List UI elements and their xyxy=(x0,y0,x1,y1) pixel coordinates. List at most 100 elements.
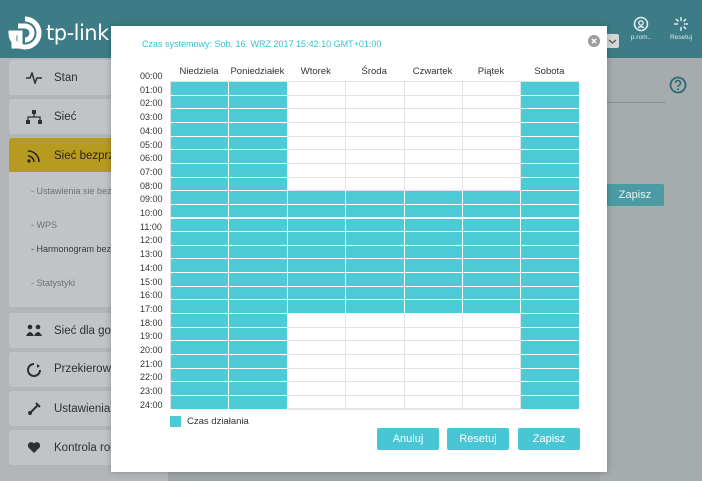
schedule-slot[interactable] xyxy=(404,327,463,342)
schedule-slot[interactable] xyxy=(463,163,522,178)
schedule-slot-active[interactable] xyxy=(229,191,288,205)
schedule-slot-active[interactable] xyxy=(521,122,580,137)
day-header[interactable]: Niedziela xyxy=(179,66,219,77)
schedule-slot-active[interactable] xyxy=(171,286,230,301)
schedule-slot[interactable] xyxy=(463,82,522,96)
schedule-slot[interactable] xyxy=(287,395,347,410)
schedule-slot-active[interactable] xyxy=(521,395,580,410)
schedule-slot[interactable] xyxy=(463,327,522,342)
schedule-slot-active[interactable] xyxy=(463,300,522,315)
schedule-slot-active[interactable] xyxy=(171,191,230,205)
day-header[interactable]: Środa xyxy=(361,66,387,77)
schedule-slot-active[interactable] xyxy=(346,259,405,274)
schedule-slot[interactable] xyxy=(346,163,405,178)
cancel-button[interactable]: Anuluj xyxy=(377,428,439,450)
schedule-slot-active[interactable] xyxy=(287,218,347,233)
schedule-slot[interactable] xyxy=(463,177,522,192)
schedule-slot-active[interactable] xyxy=(229,368,288,383)
schedule-slot-active[interactable] xyxy=(521,191,580,205)
schedule-slot-active[interactable] xyxy=(229,232,288,246)
background-save-button[interactable]: Zapisz xyxy=(606,184,664,206)
schedule-slot-active[interactable] xyxy=(521,150,580,164)
schedule-slot-active[interactable] xyxy=(287,245,347,260)
schedule-slot[interactable] xyxy=(346,136,405,151)
schedule-slot[interactable] xyxy=(346,382,405,396)
schedule-slot[interactable] xyxy=(346,314,405,328)
schedule-slot-active[interactable] xyxy=(404,218,463,233)
schedule-slot-active[interactable] xyxy=(404,286,463,301)
schedule-slot[interactable] xyxy=(404,314,463,328)
schedule-slot-active[interactable] xyxy=(521,245,580,260)
schedule-slot[interactable] xyxy=(463,136,522,151)
schedule-slot-active[interactable] xyxy=(521,259,580,274)
schedule-slot[interactable] xyxy=(346,109,405,123)
schedule-slot[interactable] xyxy=(287,163,347,178)
schedule-slot-active[interactable] xyxy=(229,109,288,123)
save-button[interactable]: Zapisz xyxy=(518,428,580,450)
schedule-slot[interactable] xyxy=(404,395,463,410)
schedule-slot-active[interactable] xyxy=(404,273,463,287)
schedule-slot-active[interactable] xyxy=(229,327,288,342)
schedule-slot-active[interactable] xyxy=(346,300,405,315)
schedule-slot-active[interactable] xyxy=(346,245,405,260)
schedule-slot[interactable] xyxy=(404,150,463,164)
schedule-slot[interactable] xyxy=(404,341,463,355)
schedule-slot-active[interactable] xyxy=(463,286,522,301)
schedule-slot-active[interactable] xyxy=(229,122,288,137)
schedule-slot-active[interactable] xyxy=(171,163,230,178)
schedule-slot[interactable] xyxy=(404,177,463,192)
schedule-slot-active[interactable] xyxy=(229,273,288,287)
schedule-slot-active[interactable] xyxy=(171,273,230,287)
schedule-slot[interactable] xyxy=(404,355,463,369)
schedule-slot-active[interactable] xyxy=(463,204,522,219)
schedule-slot[interactable] xyxy=(346,327,405,342)
schedule-slot-active[interactable] xyxy=(229,163,288,178)
schedule-slot[interactable] xyxy=(346,150,405,164)
submenu-wps[interactable]: - WPS xyxy=(31,220,58,230)
schedule-slot-active[interactable] xyxy=(229,204,288,219)
schedule-slot[interactable] xyxy=(463,314,522,328)
schedule-slot-active[interactable] xyxy=(229,355,288,369)
schedule-slot[interactable] xyxy=(287,122,347,137)
schedule-slot-active[interactable] xyxy=(521,382,580,396)
schedule-slot-active[interactable] xyxy=(346,191,405,205)
day-header[interactable]: Piątek xyxy=(477,66,505,77)
schedule-slot[interactable] xyxy=(463,95,522,110)
schedule-slot-active[interactable] xyxy=(171,122,230,137)
schedule-slot-active[interactable] xyxy=(171,314,230,328)
schedule-slot[interactable] xyxy=(404,122,463,137)
schedule-slot-active[interactable] xyxy=(521,136,580,151)
schedule-slot[interactable] xyxy=(404,82,463,96)
schedule-slot[interactable] xyxy=(287,327,347,342)
schedule-slot-active[interactable] xyxy=(521,273,580,287)
schedule-slot-active[interactable] xyxy=(171,218,230,233)
schedule-slot-active[interactable] xyxy=(521,300,580,315)
schedule-slot-active[interactable] xyxy=(463,218,522,233)
schedule-slot[interactable] xyxy=(346,395,405,410)
schedule-slot-active[interactable] xyxy=(287,191,347,205)
schedule-slot-active[interactable] xyxy=(521,95,580,110)
reset-top-button[interactable]: Resetuj xyxy=(664,16,698,41)
day-header[interactable]: Poniedziałek xyxy=(230,66,285,77)
schedule-slot[interactable] xyxy=(404,95,463,110)
schedule-slot[interactable] xyxy=(346,341,405,355)
schedule-slot[interactable] xyxy=(287,109,347,123)
schedule-slot[interactable] xyxy=(404,109,463,123)
schedule-slot-active[interactable] xyxy=(287,232,347,246)
schedule-slot-active[interactable] xyxy=(521,341,580,355)
schedule-slot-active[interactable] xyxy=(521,204,580,219)
schedule-slot[interactable] xyxy=(287,177,347,192)
schedule-slot-active[interactable] xyxy=(404,232,463,246)
schedule-slot-active[interactable] xyxy=(229,382,288,396)
schedule-slot-active[interactable] xyxy=(229,218,288,233)
schedule-slot-active[interactable] xyxy=(229,286,288,301)
schedule-slot-active[interactable] xyxy=(171,232,230,246)
schedule-slot-active[interactable] xyxy=(346,218,405,233)
schedule-slot-active[interactable] xyxy=(521,177,580,192)
schedule-slot-active[interactable] xyxy=(463,245,522,260)
schedule-slot-active[interactable] xyxy=(287,273,347,287)
schedule-slot[interactable] xyxy=(346,122,405,137)
schedule-slot-active[interactable] xyxy=(521,327,580,342)
schedule-slot-active[interactable] xyxy=(521,355,580,369)
schedule-slot-active[interactable] xyxy=(404,300,463,315)
